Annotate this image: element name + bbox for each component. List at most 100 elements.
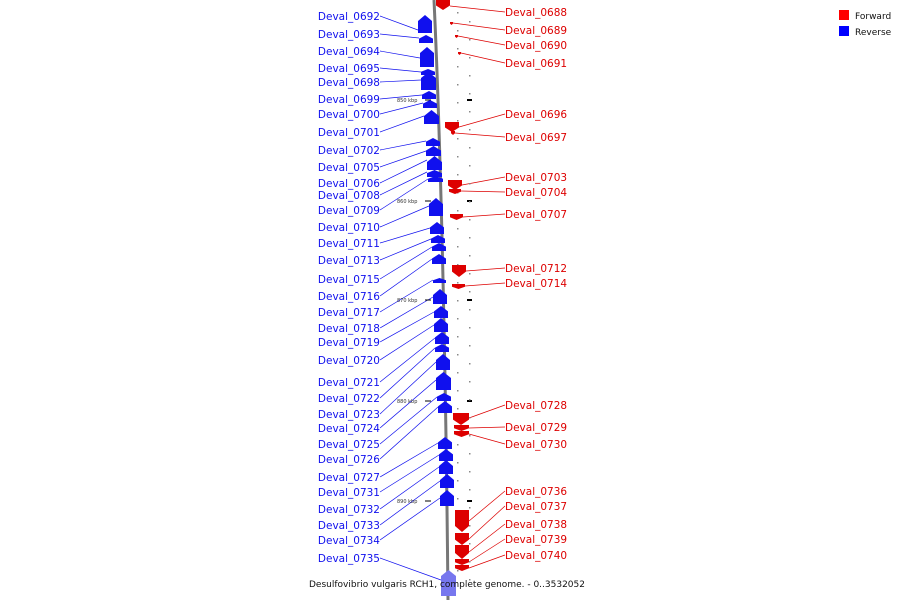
gene-label-reverse[interactable]: Deval_0702 [318, 145, 380, 157]
gene-arrow-forward[interactable] [455, 559, 469, 565]
gene-label-reverse[interactable]: Deval_0708 [318, 190, 380, 202]
gene-label-forward[interactable]: Deval_0703 [505, 172, 567, 184]
gene-label-forward[interactable]: Deval_0736 [505, 486, 567, 498]
gene-label-reverse[interactable]: Deval_0693 [318, 29, 380, 41]
gene-label-reverse[interactable]: Deval_0726 [318, 454, 380, 466]
gene-label-forward[interactable]: Deval_0688 [505, 7, 567, 19]
gene-arrow-forward[interactable] [452, 284, 465, 289]
gene-arrow-reverse[interactable] [421, 72, 436, 90]
gene-arrow-reverse[interactable] [438, 401, 452, 413]
gene-arrow-reverse[interactable] [422, 91, 436, 99]
gene-label-reverse[interactable]: Deval_0692 [318, 11, 380, 23]
gene-arrow-reverse[interactable] [440, 474, 454, 488]
gene-label-forward[interactable]: Deval_0730 [505, 439, 567, 451]
gene-arrow-reverse[interactable] [426, 146, 441, 156]
gene-label-reverse[interactable]: Deval_0705 [318, 162, 380, 174]
gene-arrow-reverse[interactable] [439, 449, 453, 461]
gene-arrow-reverse[interactable] [423, 100, 437, 108]
gene-arrow-reverse[interactable] [418, 15, 432, 33]
gene-arrow-forward[interactable] [455, 545, 469, 559]
gene-label-reverse[interactable]: Deval_0709 [318, 205, 380, 217]
gene-label-reverse[interactable]: Deval_0725 [318, 439, 380, 451]
gene-arrow-reverse[interactable] [427, 170, 442, 177]
gene-label-reverse[interactable]: Deval_0733 [318, 520, 380, 532]
gene-label-reverse[interactable]: Deval_0713 [318, 255, 380, 267]
gene-arrow-reverse[interactable] [436, 372, 451, 390]
gene-arrow-forward[interactable] [454, 431, 469, 437]
gene-label-forward[interactable]: Deval_0712 [505, 263, 567, 275]
gene-arrow-forward[interactable] [452, 265, 466, 277]
gene-label-reverse[interactable]: Deval_0699 [318, 94, 380, 106]
gene-label-reverse[interactable]: Deval_0718 [318, 323, 380, 335]
gene-arrow-forward[interactable] [449, 189, 461, 194]
gene-arrow-reverse[interactable] [437, 393, 451, 401]
gene-label-reverse[interactable]: Deval_0701 [318, 127, 380, 139]
gene-arrow-forward[interactable] [458, 52, 461, 55]
gene-label-forward[interactable]: Deval_0691 [505, 58, 567, 70]
gene-label-forward[interactable]: Deval_0738 [505, 519, 567, 531]
gene-arrow-reverse[interactable] [435, 332, 449, 344]
gene-arrow-forward[interactable] [454, 425, 469, 431]
gene-label-reverse[interactable]: Deval_0734 [318, 535, 380, 547]
gene-arrow-reverse[interactable] [421, 69, 435, 75]
gene-arrow-reverse[interactable] [424, 110, 439, 124]
gene-label-reverse[interactable]: Deval_0700 [318, 109, 380, 121]
gene-label-forward[interactable]: Deval_0689 [505, 25, 567, 37]
gene-arrow-reverse[interactable] [434, 306, 448, 318]
gene-label-reverse[interactable]: Deval_0711 [318, 238, 380, 250]
gene-arrow-forward[interactable] [451, 131, 455, 135]
gene-label-reverse[interactable]: Deval_0732 [318, 504, 380, 516]
gene-arrow-reverse[interactable] [433, 289, 447, 304]
gene-arrow-reverse[interactable] [434, 318, 448, 332]
gene-arrow-forward[interactable] [455, 565, 469, 571]
gene-arrow-forward[interactable] [450, 22, 453, 25]
gene-label-forward[interactable]: Deval_0739 [505, 534, 567, 546]
gene-arrow-reverse[interactable] [440, 490, 454, 506]
gene-arrow-reverse[interactable] [436, 354, 450, 370]
gene-arrow-forward[interactable] [455, 533, 469, 545]
gene-label-reverse[interactable]: Deval_0724 [318, 423, 380, 435]
gene-arrow-reverse[interactable] [432, 243, 446, 251]
gene-label-reverse[interactable]: Deval_0710 [318, 222, 380, 234]
gene-arrow-reverse[interactable] [432, 254, 446, 264]
gene-arrow-reverse[interactable] [439, 460, 453, 474]
gene-label-reverse[interactable]: Deval_0720 [318, 355, 380, 367]
gene-arrow-reverse[interactable] [441, 570, 456, 596]
gene-arrow-reverse[interactable] [419, 35, 433, 43]
gene-label-forward[interactable]: Deval_0714 [505, 278, 567, 290]
gene-label-forward[interactable]: Deval_0704 [505, 187, 567, 199]
gene-arrow-forward[interactable] [450, 214, 463, 220]
gene-label-forward[interactable]: Deval_0707 [505, 209, 567, 221]
gene-label-forward[interactable]: Deval_0728 [505, 400, 567, 412]
gene-arrow-reverse[interactable] [433, 278, 446, 283]
gene-label-forward[interactable]: Deval_0697 [505, 132, 567, 144]
gene-label-forward[interactable]: Deval_0690 [505, 40, 567, 52]
gene-label-forward[interactable]: Deval_0737 [505, 501, 567, 513]
gene-label-reverse[interactable]: Deval_0719 [318, 337, 380, 349]
gene-arrow-reverse[interactable] [428, 176, 443, 182]
gene-arrow-reverse[interactable] [430, 222, 444, 234]
gene-arrow-forward[interactable] [436, 0, 450, 10]
gene-label-reverse[interactable]: Deval_0694 [318, 46, 380, 58]
gene-arrow-reverse[interactable] [429, 198, 443, 216]
gene-label-reverse[interactable]: Deval_0715 [318, 274, 380, 286]
gene-label-reverse[interactable]: Deval_0731 [318, 487, 380, 499]
gene-arrow-forward[interactable] [448, 180, 462, 190]
gene-label-reverse[interactable]: Deval_0695 [318, 63, 380, 75]
gene-arrow-reverse[interactable] [427, 156, 442, 170]
gene-label-reverse[interactable]: Deval_0727 [318, 472, 380, 484]
gene-label-forward[interactable]: Deval_0740 [505, 550, 567, 562]
gene-label-reverse[interactable]: Deval_0706 [318, 178, 380, 190]
gene-label-reverse[interactable]: Deval_0735 [318, 553, 380, 565]
gene-label-forward[interactable]: Deval_0696 [505, 109, 567, 121]
gene-arrow-reverse[interactable] [426, 138, 440, 146]
gene-label-reverse[interactable]: Deval_0722 [318, 393, 380, 405]
gene-arrow-forward[interactable] [453, 413, 469, 425]
gene-arrow-forward[interactable] [455, 510, 469, 532]
gene-label-reverse[interactable]: Deval_0717 [318, 307, 380, 319]
gene-label-reverse[interactable]: Deval_0698 [318, 77, 380, 89]
gene-arrow-forward[interactable] [455, 35, 458, 38]
gene-label-reverse[interactable]: Deval_0723 [318, 409, 380, 421]
gene-label-reverse[interactable]: Deval_0716 [318, 291, 380, 303]
gene-arrow-reverse[interactable] [431, 235, 445, 243]
